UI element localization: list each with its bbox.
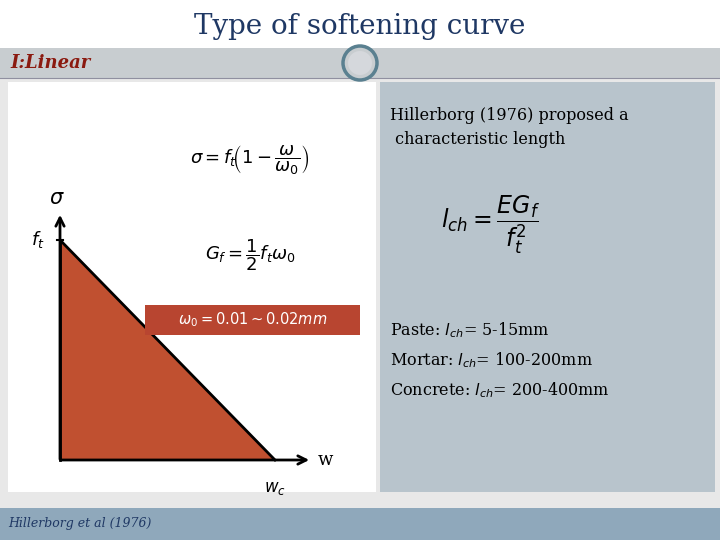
Text: Paste: $l_{ch}$= 5-15mm: Paste: $l_{ch}$= 5-15mm [390, 320, 549, 340]
Text: w: w [318, 451, 333, 469]
Text: Type of softening curve: Type of softening curve [194, 12, 526, 39]
Text: Hillerborg (1976) proposed a: Hillerborg (1976) proposed a [390, 106, 629, 124]
Text: $\omega_0 = 0.01 \sim 0.02mm$: $\omega_0 = 0.01 \sim 0.02mm$ [178, 310, 328, 329]
Circle shape [343, 46, 377, 80]
Text: Hillerborg et al (1976): Hillerborg et al (1976) [8, 517, 151, 530]
Bar [145, 305, 360, 335]
Circle shape [348, 51, 372, 75]
Text: $\sigma$: $\sigma$ [49, 189, 65, 208]
Text: I:Linear: I:Linear [10, 54, 90, 72]
Polygon shape [60, 240, 275, 460]
Text: Concrete: $l_{ch}$= 200-400mm: Concrete: $l_{ch}$= 200-400mm [390, 380, 610, 400]
Text: characteristic length: characteristic length [390, 132, 565, 148]
Bar [380, 82, 715, 492]
Text: $f_t$: $f_t$ [31, 230, 45, 251]
Bar [0, 48, 720, 78]
Text: $w_c$: $w_c$ [264, 480, 286, 497]
Text: $\sigma = f_t\!\left(1-\dfrac{\omega}{\omega_0}\right)$: $\sigma = f_t\!\left(1-\dfrac{\omega}{\o… [190, 144, 310, 177]
Bar [8, 82, 376, 492]
Text: $l_{ch} = \dfrac{EG_f}{f_t^2}$: $l_{ch} = \dfrac{EG_f}{f_t^2}$ [441, 193, 539, 256]
Text: $G_f = \dfrac{1}{2}f_t\omega_0$: $G_f = \dfrac{1}{2}f_t\omega_0$ [204, 237, 295, 273]
Text: Mortar: $l_{ch}$= 100-200mm: Mortar: $l_{ch}$= 100-200mm [390, 350, 593, 370]
Bar [0, 508, 720, 540]
Bar [0, 0, 720, 48]
